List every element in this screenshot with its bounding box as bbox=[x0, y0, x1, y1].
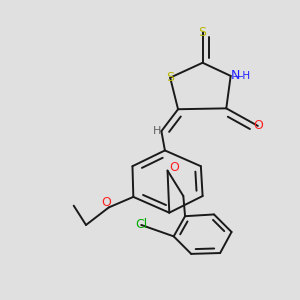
Text: Cl: Cl bbox=[135, 218, 147, 232]
Text: H: H bbox=[153, 126, 161, 136]
Text: —H: —H bbox=[232, 71, 250, 81]
Text: O: O bbox=[169, 161, 179, 175]
Text: O: O bbox=[101, 196, 111, 209]
Text: O: O bbox=[253, 119, 263, 132]
Text: S: S bbox=[199, 26, 207, 39]
Text: N: N bbox=[231, 69, 240, 82]
Text: S: S bbox=[166, 71, 174, 84]
